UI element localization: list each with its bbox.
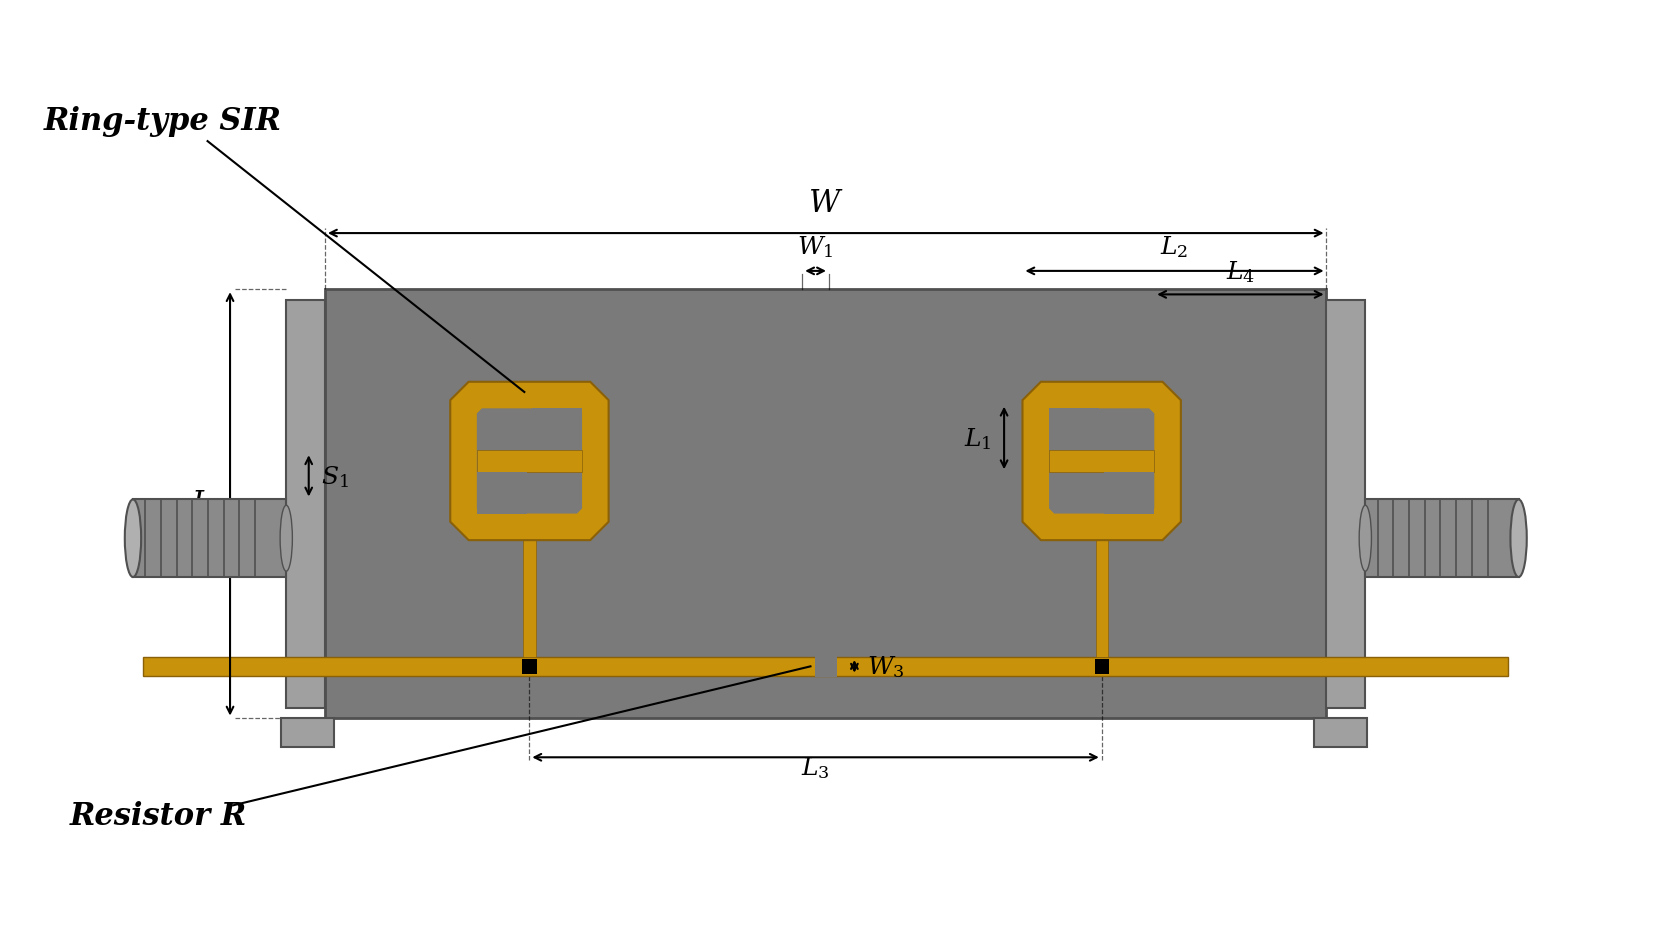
Text: $L_3$: $L_3$ bbox=[801, 754, 829, 780]
Text: $W$: $W$ bbox=[808, 187, 843, 219]
Bar bbox=[134, 500, 286, 578]
Bar bbox=[286, 300, 324, 708]
Bar bbox=[532, 409, 582, 451]
Text: $W_2$: $W_2$ bbox=[211, 526, 249, 552]
Polygon shape bbox=[1048, 409, 1154, 514]
Ellipse shape bbox=[125, 500, 140, 578]
Text: $W_3$: $W_3$ bbox=[866, 654, 905, 679]
Bar bbox=[477, 473, 527, 514]
Text: Resistor R: Resistor R bbox=[70, 800, 247, 832]
Bar bbox=[281, 718, 334, 747]
Bar bbox=[1326, 300, 1366, 708]
Bar bbox=[1104, 473, 1154, 514]
Bar bbox=[1366, 500, 1518, 578]
Text: $L_2$: $L_2$ bbox=[1160, 234, 1189, 260]
Text: $G$: $G$ bbox=[1022, 445, 1040, 467]
Text: $L_4$: $L_4$ bbox=[1226, 259, 1256, 285]
Bar bbox=[1048, 451, 1154, 473]
Bar bbox=[522, 659, 537, 674]
Bar bbox=[1095, 540, 1109, 657]
Bar bbox=[324, 290, 1326, 718]
Polygon shape bbox=[450, 382, 609, 540]
Text: $S_1$: $S_1$ bbox=[321, 464, 349, 489]
Ellipse shape bbox=[1510, 500, 1527, 578]
Bar bbox=[1048, 409, 1099, 451]
Bar bbox=[814, 656, 838, 677]
Ellipse shape bbox=[1359, 505, 1371, 572]
Bar bbox=[523, 540, 535, 657]
Bar bbox=[477, 451, 582, 473]
Text: $L_1$: $L_1$ bbox=[965, 425, 991, 451]
Text: $L$: $L$ bbox=[191, 489, 212, 520]
Ellipse shape bbox=[281, 505, 293, 572]
Bar bbox=[1095, 659, 1109, 674]
Polygon shape bbox=[477, 409, 582, 514]
Bar bbox=[1314, 718, 1368, 747]
Polygon shape bbox=[1023, 382, 1180, 540]
Text: Ring-type SIR: Ring-type SIR bbox=[43, 106, 283, 137]
Bar bbox=[144, 657, 1508, 676]
Text: $W_1$: $W_1$ bbox=[798, 234, 834, 260]
